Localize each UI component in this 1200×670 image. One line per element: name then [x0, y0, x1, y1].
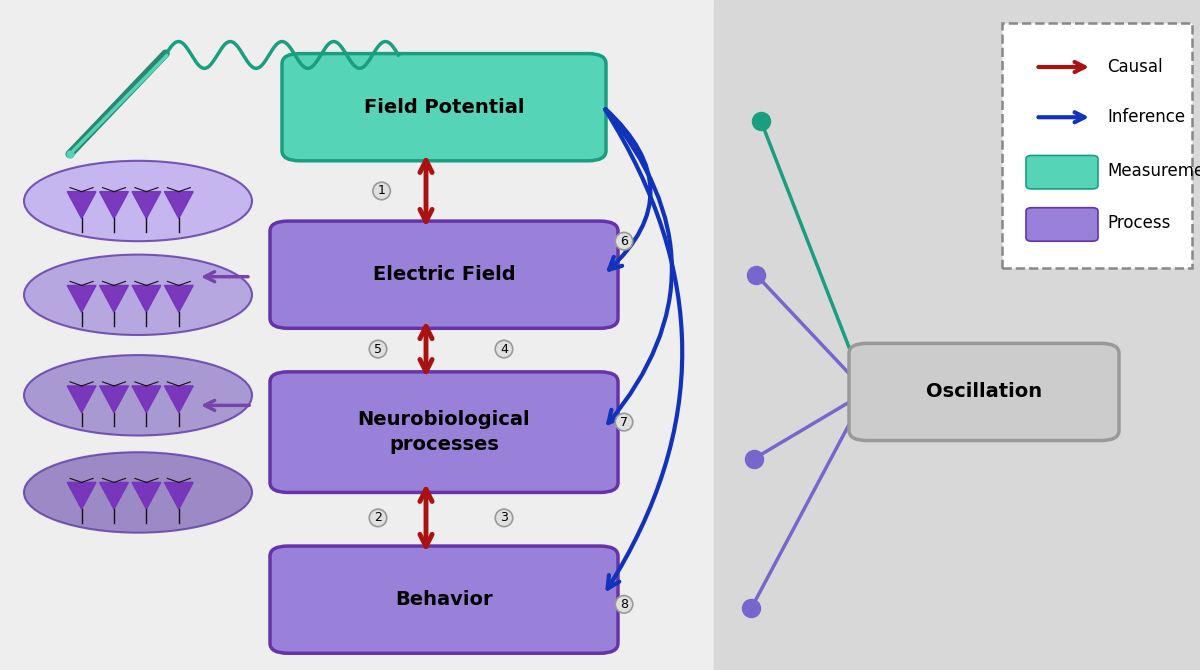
Bar — [0, 0, 714, 670]
Text: Inference: Inference — [1108, 109, 1186, 126]
Ellipse shape — [24, 161, 252, 241]
Polygon shape — [67, 192, 96, 218]
FancyBboxPatch shape — [1026, 208, 1098, 241]
Polygon shape — [164, 386, 193, 413]
Text: 5: 5 — [374, 342, 382, 356]
Polygon shape — [67, 386, 96, 413]
FancyBboxPatch shape — [1026, 155, 1098, 189]
FancyBboxPatch shape — [270, 221, 618, 328]
Ellipse shape — [24, 452, 252, 533]
Polygon shape — [67, 482, 96, 509]
Text: 1: 1 — [378, 184, 385, 198]
Polygon shape — [100, 386, 128, 413]
Text: Causal: Causal — [1108, 58, 1163, 76]
Text: Electric Field: Electric Field — [373, 265, 515, 284]
Text: 7: 7 — [620, 415, 628, 429]
Text: 6: 6 — [620, 234, 628, 248]
Polygon shape — [132, 386, 161, 413]
Ellipse shape — [24, 255, 252, 335]
Text: 8: 8 — [620, 598, 628, 611]
Text: 2: 2 — [374, 511, 382, 525]
Polygon shape — [132, 285, 161, 312]
Polygon shape — [132, 192, 161, 218]
Text: Oscillation: Oscillation — [926, 383, 1042, 401]
Ellipse shape — [24, 355, 252, 436]
Polygon shape — [164, 482, 193, 509]
Polygon shape — [67, 285, 96, 312]
Text: Measurement: Measurement — [1108, 162, 1200, 180]
Polygon shape — [100, 285, 128, 312]
FancyBboxPatch shape — [282, 54, 606, 161]
FancyBboxPatch shape — [1002, 23, 1192, 268]
Polygon shape — [164, 285, 193, 312]
Text: Field Potential: Field Potential — [364, 98, 524, 117]
FancyBboxPatch shape — [270, 372, 618, 492]
Polygon shape — [100, 192, 128, 218]
Text: Neurobiological
processes: Neurobiological processes — [358, 410, 530, 454]
Polygon shape — [164, 192, 193, 218]
Text: 4: 4 — [500, 342, 508, 356]
Text: 3: 3 — [500, 511, 508, 525]
FancyBboxPatch shape — [848, 343, 1118, 441]
Bar — [714, 0, 1200, 670]
FancyBboxPatch shape — [270, 546, 618, 653]
Polygon shape — [132, 482, 161, 509]
Text: Process: Process — [1108, 214, 1171, 232]
Polygon shape — [100, 482, 128, 509]
Text: Behavior: Behavior — [395, 590, 493, 609]
